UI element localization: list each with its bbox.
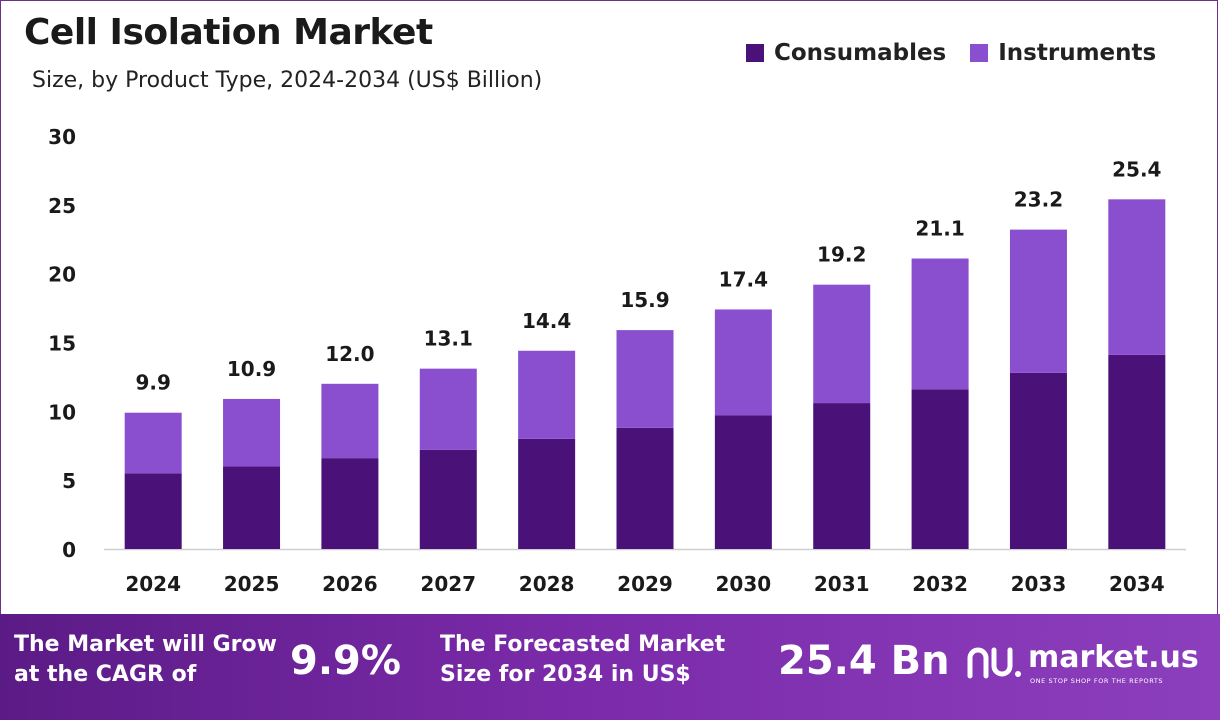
- x-tick-label: 2033: [1011, 572, 1067, 596]
- bar-consumables-2025: [223, 466, 281, 549]
- forecast-label-line1: The Forecasted Market: [440, 632, 726, 657]
- cagr-label-line1: The Market will Grow: [14, 632, 277, 657]
- bar-total-label: 21.1: [915, 217, 964, 241]
- bar-total-label: 14.4: [522, 309, 571, 333]
- x-tick-label: 2024: [125, 572, 181, 596]
- cagr-label: The Market will Grow at the CAGR of: [14, 630, 277, 690]
- legend: Consumables Instruments: [746, 40, 1156, 66]
- bar-consumables-2026: [321, 458, 379, 549]
- bar-instruments-2030: [714, 309, 772, 416]
- chart-title: Cell Isolation Market: [24, 12, 433, 53]
- bar-instruments-2025: [223, 398, 281, 467]
- x-tick-label: 2029: [617, 572, 673, 596]
- bar-consumables-2033: [1009, 372, 1067, 549]
- brand-tagline: ONE STOP SHOP FOR THE REPORTS: [1030, 677, 1164, 685]
- cagr-label-line2: at the CAGR of: [14, 662, 197, 687]
- bar-consumables-2029: [616, 427, 674, 549]
- summary-banner: [0, 614, 1220, 720]
- bar-consumables-2034: [1108, 354, 1166, 549]
- x-tick-label: 2032: [912, 572, 968, 596]
- bar-instruments-2033: [1009, 229, 1067, 373]
- bar-consumables-2030: [714, 415, 772, 549]
- forecast-label-line2: Size for 2034 in US$: [440, 662, 691, 687]
- y-tick-label: 30: [48, 125, 76, 149]
- y-tick-label: 20: [48, 263, 76, 287]
- bar-total-label: 23.2: [1014, 188, 1063, 212]
- cagr-value: 9.9%: [290, 638, 401, 684]
- bar-consumables-2032: [911, 389, 969, 549]
- bar-instruments-2026: [321, 383, 379, 459]
- bar-instruments-2029: [616, 330, 674, 428]
- x-tick-label: 2026: [322, 572, 378, 596]
- y-tick-label: 25: [48, 194, 76, 218]
- y-tick-label: 10: [48, 400, 76, 424]
- bar-total-label: 12.0: [325, 342, 374, 366]
- x-tick-label: 2027: [420, 572, 476, 596]
- market-us-logo-icon: [967, 647, 1021, 679]
- bar-consumables-2028: [518, 438, 576, 549]
- bar-total-label: 15.9: [620, 288, 669, 312]
- bar-instruments-2031: [813, 284, 871, 404]
- x-tick-label: 2034: [1109, 572, 1165, 596]
- y-tick-label: 5: [62, 469, 76, 493]
- bar-total-label: 25.4: [1112, 157, 1161, 181]
- x-tick-label: 2025: [224, 572, 280, 596]
- bar-total-label: 9.9: [135, 371, 170, 395]
- bar-total-label: 19.2: [817, 243, 866, 267]
- bar-instruments-2027: [419, 368, 477, 450]
- bar-instruments-2024: [124, 412, 182, 474]
- forecast-label: The Forecasted Market Size for 2034 in U…: [440, 630, 725, 690]
- chart-subtitle: Size, by Product Type, 2024-2034 (US$ Bi…: [32, 68, 543, 93]
- forecast-value: 25.4 Bn: [778, 638, 950, 684]
- brand-name: market.us: [1028, 640, 1199, 675]
- x-tick-label: 2030: [716, 572, 772, 596]
- bar-instruments-2034: [1108, 199, 1166, 355]
- bar-instruments-2032: [911, 258, 969, 390]
- bar-total-label: 10.9: [227, 357, 276, 381]
- y-tick-label: 0: [62, 538, 76, 562]
- bar-total-label: 17.4: [719, 267, 768, 291]
- legend-swatch-consumables: [746, 44, 764, 62]
- bar-consumables-2024: [124, 473, 182, 549]
- legend-label-instruments: Instruments: [998, 40, 1157, 66]
- bar-consumables-2027: [419, 449, 477, 549]
- bar-total-label: 13.1: [424, 327, 473, 351]
- legend-label-consumables: Consumables: [774, 40, 947, 66]
- y-tick-label: 15: [48, 332, 76, 356]
- bar-consumables-2031: [813, 403, 871, 549]
- x-tick-label: 2028: [519, 572, 575, 596]
- bar-instruments-2028: [518, 350, 576, 439]
- legend-swatch-instruments: [970, 44, 989, 62]
- bar-chart: 0510152025309.9202410.9202512.0202613.12…: [48, 125, 1186, 596]
- x-tick-label: 2031: [814, 572, 870, 596]
- legend-item-instruments: Instruments: [970, 40, 1156, 66]
- legend-item-consumables: Consumables: [746, 40, 946, 66]
